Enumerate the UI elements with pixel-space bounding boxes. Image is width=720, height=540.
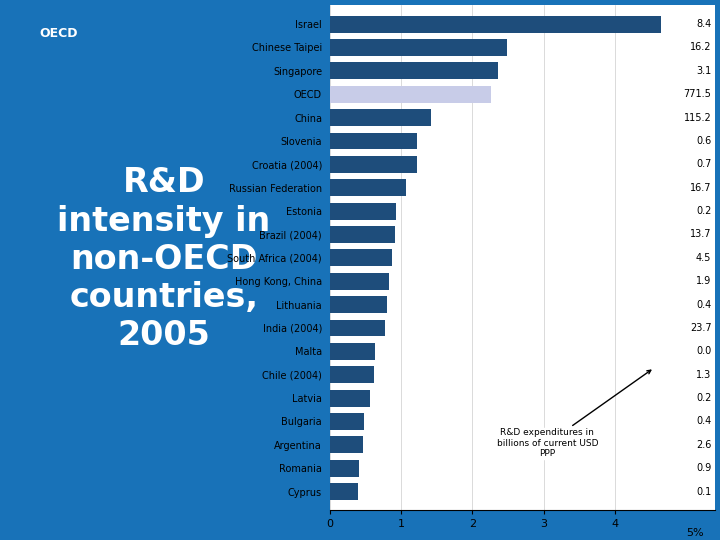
Text: 771.5: 771.5 — [683, 89, 711, 99]
Bar — [330, 366, 374, 383]
Bar — [330, 156, 417, 173]
Bar — [330, 63, 498, 79]
Text: 1.9: 1.9 — [696, 276, 711, 286]
Bar — [330, 343, 375, 360]
Text: R&D expenditures in
billions of current USD
PPP: R&D expenditures in billions of current … — [497, 370, 651, 458]
Bar — [330, 226, 395, 243]
Text: 0.2: 0.2 — [696, 393, 711, 403]
Text: 4.5: 4.5 — [696, 253, 711, 263]
Text: 0.9: 0.9 — [696, 463, 711, 473]
Bar — [330, 86, 491, 103]
Bar — [330, 109, 431, 126]
Text: 16.2: 16.2 — [690, 43, 711, 52]
Text: 23.7: 23.7 — [690, 323, 711, 333]
Text: 0.6: 0.6 — [696, 136, 711, 146]
Text: 8.4: 8.4 — [696, 19, 711, 29]
Bar — [330, 202, 396, 220]
Bar — [330, 39, 508, 56]
Text: R&D
intensity in
non-OECD
countries,
2005: R&D intensity in non-OECD countries, 200… — [57, 166, 271, 352]
Text: 0.1: 0.1 — [696, 487, 711, 497]
Bar — [330, 16, 662, 32]
Bar — [330, 483, 359, 500]
Bar — [330, 390, 369, 407]
Text: 0.4: 0.4 — [696, 300, 711, 309]
Text: 3.1: 3.1 — [696, 66, 711, 76]
Text: 1.3: 1.3 — [696, 370, 711, 380]
Text: OECD: OECD — [40, 27, 78, 40]
Bar — [330, 179, 406, 196]
Text: 0.4: 0.4 — [696, 416, 711, 427]
Text: 2.6: 2.6 — [696, 440, 711, 450]
Text: 0.2: 0.2 — [696, 206, 711, 216]
Text: 5%: 5% — [686, 528, 704, 538]
Bar — [330, 460, 359, 477]
Text: 16.7: 16.7 — [690, 183, 711, 193]
Bar — [330, 436, 363, 453]
Bar — [330, 249, 392, 266]
Bar — [330, 320, 384, 336]
Text: 115.2: 115.2 — [684, 113, 711, 123]
Text: 0.0: 0.0 — [696, 346, 711, 356]
Text: 13.7: 13.7 — [690, 230, 711, 239]
Bar — [330, 132, 417, 150]
Text: 0.7: 0.7 — [696, 159, 711, 170]
Bar — [330, 296, 387, 313]
Bar — [330, 413, 364, 430]
Bar — [330, 273, 389, 289]
